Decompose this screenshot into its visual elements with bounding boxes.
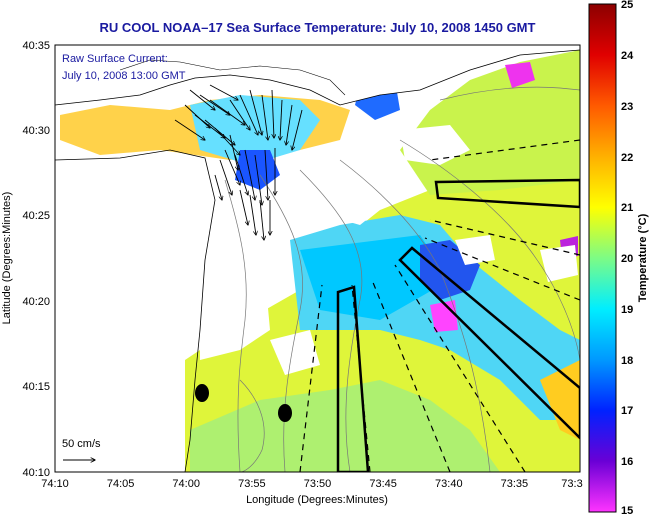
y-axis: 40:35 40:30 40:25 40:20 40:15 40:10 Lati… <box>1 40 50 479</box>
map-title: RU COOL NOAA–17 Sea Surface Temperature:… <box>99 20 536 35</box>
current-note-line1: Raw Surface Current: <box>62 53 168 65</box>
colorbar-tick-label: 23 <box>621 101 633 113</box>
colorbar-bar <box>588 3 617 513</box>
y-tick-label: 40:20 <box>22 296 50 308</box>
sst-field-north-cool <box>190 95 320 165</box>
colorbar-tick-label: 21 <box>621 202 633 214</box>
colorbar-tick-label: 24 <box>621 50 634 62</box>
x-axis: 74:10 74:05 74:00 73:55 73:50 73:45 73:4… <box>41 478 582 506</box>
no-data-5 <box>540 245 578 282</box>
map-frame <box>54 44 581 473</box>
x-tick-label: 73:35 <box>501 478 529 490</box>
current-note-line2: July 10, 2008 13:00 GMT <box>62 70 186 82</box>
colorbar-label: Temperature (°C) <box>637 213 649 302</box>
y-tick-label: 40:10 <box>22 467 50 479</box>
x-tick-label: 73:40 <box>435 478 463 490</box>
no-data-4 <box>270 330 320 375</box>
coastline <box>55 149 216 472</box>
x-tick-label: 74:05 <box>107 478 135 490</box>
x-tick-label: 73:45 <box>369 478 397 490</box>
x-tick-label: 74:00 <box>172 478 200 490</box>
study-boxes <box>336 178 580 472</box>
colorbar-tick-label: 20 <box>621 253 633 265</box>
y-tick-label: 40:25 <box>22 210 50 222</box>
colorbar-tick-label: 18 <box>621 355 633 367</box>
current-vectors <box>174 84 303 240</box>
no-data-6 <box>455 235 495 265</box>
station-dot-1 <box>195 384 209 402</box>
scale-label: 50 cm/s <box>62 438 101 450</box>
coastline-inlet <box>119 59 346 96</box>
sst-field-magenta-2 <box>430 300 458 332</box>
y-axis-label: Latitude (Degrees:Minutes) <box>1 192 13 325</box>
land-mask-west <box>55 160 185 472</box>
y-tick-label: 40:30 <box>22 125 50 137</box>
colorbar: 25 24 23 22 21 20 19 18 17 16 15 Tempera… <box>588 0 649 517</box>
land-mask <box>55 45 580 105</box>
sst-field-lower <box>190 380 500 472</box>
x-tick-label: 73:50 <box>304 478 332 490</box>
no-data-2 <box>320 175 385 225</box>
coastline-north <box>55 49 580 106</box>
colorbar-tick-label: 22 <box>621 152 633 164</box>
x-axis-label: Longitude (Degrees:Minutes) <box>246 494 388 506</box>
colorbar-tick-label: 19 <box>621 304 633 316</box>
no-data-3 <box>200 200 270 360</box>
x-tick-label: 73:3 <box>561 478 582 490</box>
x-tick-label: 73:55 <box>238 478 266 490</box>
colorbar-tick-label: 15 <box>621 505 633 517</box>
x-tick-label: 74:10 <box>41 478 69 490</box>
sst-field-magenta-1 <box>505 62 535 88</box>
colorbar-tick-label: 17 <box>621 405 633 417</box>
y-tick-label: 40:15 <box>22 381 50 393</box>
y-tick-label: 40:35 <box>22 40 50 52</box>
no-data-1 <box>400 125 470 165</box>
colorbar-tick-label: 25 <box>621 0 633 11</box>
colorbar-tick-label: 16 <box>621 456 633 468</box>
station-dot-2 <box>278 404 292 422</box>
